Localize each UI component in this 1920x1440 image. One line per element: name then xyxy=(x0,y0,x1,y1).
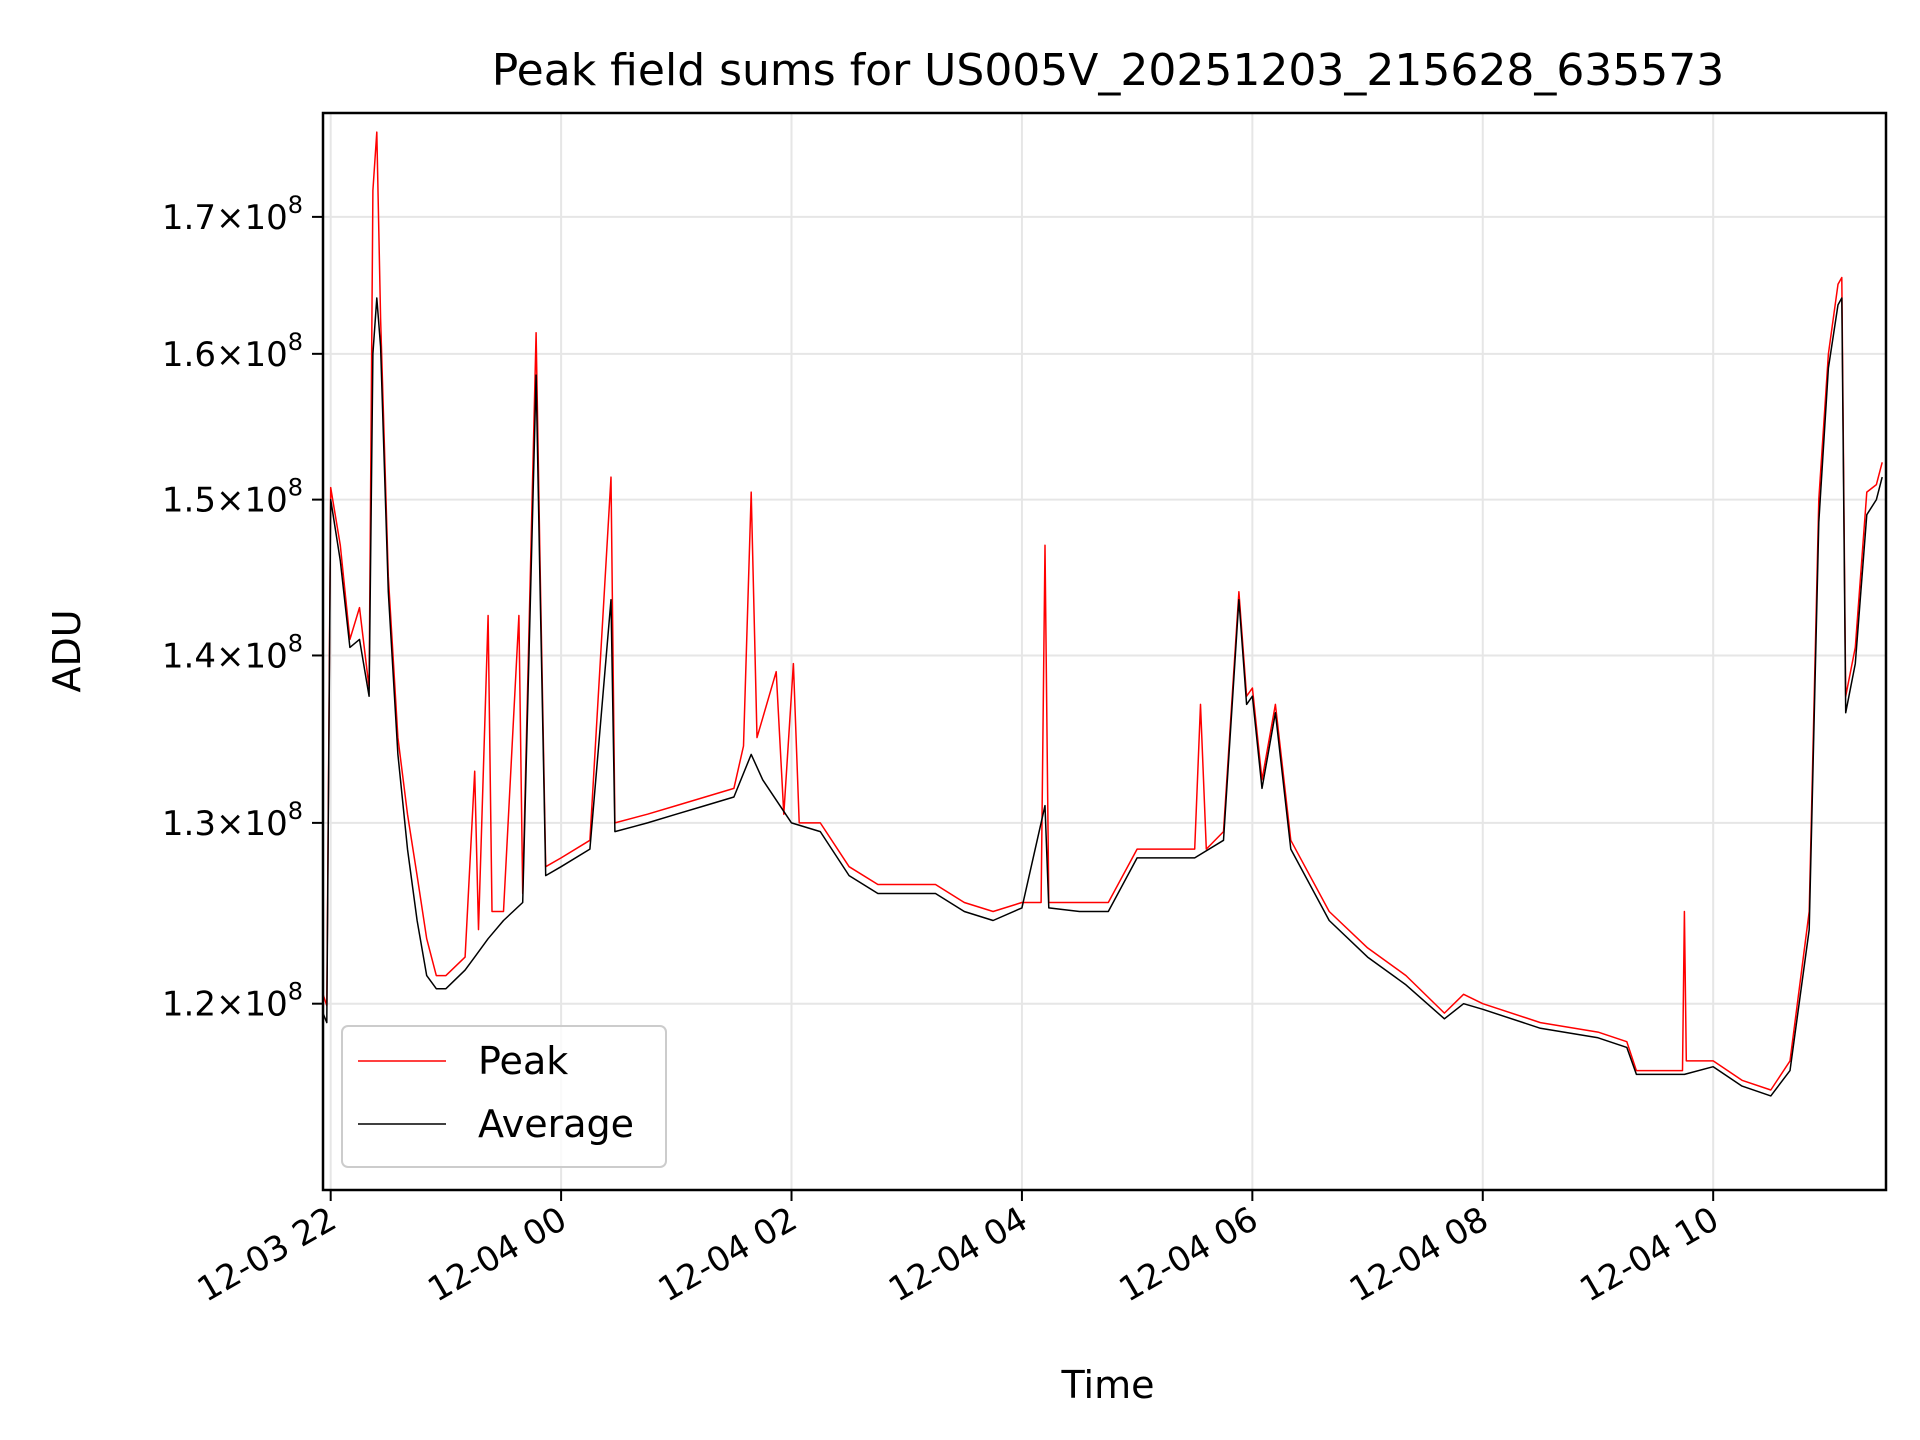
y-tick-label: 1.2×108 xyxy=(162,978,303,1025)
plot-lines xyxy=(322,131,1883,1097)
y-axis: 1.2×108 1.3×108 1.4×108 1.5×108 1.6×108 1.7×1… xyxy=(162,191,323,1025)
chart-title: Peak field sums for US005V_20251203_2156… xyxy=(492,45,1725,96)
x-axis-label: Time xyxy=(1061,1363,1155,1407)
series-line-peak xyxy=(322,131,1883,1091)
grid xyxy=(323,113,1886,1190)
legend-label-peak: Peak xyxy=(478,1039,568,1083)
plot-frame xyxy=(321,111,1888,1192)
y-axis-label: ADU xyxy=(45,609,89,692)
series-line-average xyxy=(322,297,1883,1097)
y-tick-label: 1.5×108 xyxy=(162,474,303,521)
y-tick-label: 1.6×108 xyxy=(162,328,303,375)
y-tick-label: 1.4×108 xyxy=(162,629,303,676)
y-tick-label: 1.3×108 xyxy=(162,797,303,844)
legend-label-average: Average xyxy=(478,1102,634,1146)
y-tick-label: 1.7×108 xyxy=(162,191,303,238)
legend: Peak Average xyxy=(341,1025,667,1168)
